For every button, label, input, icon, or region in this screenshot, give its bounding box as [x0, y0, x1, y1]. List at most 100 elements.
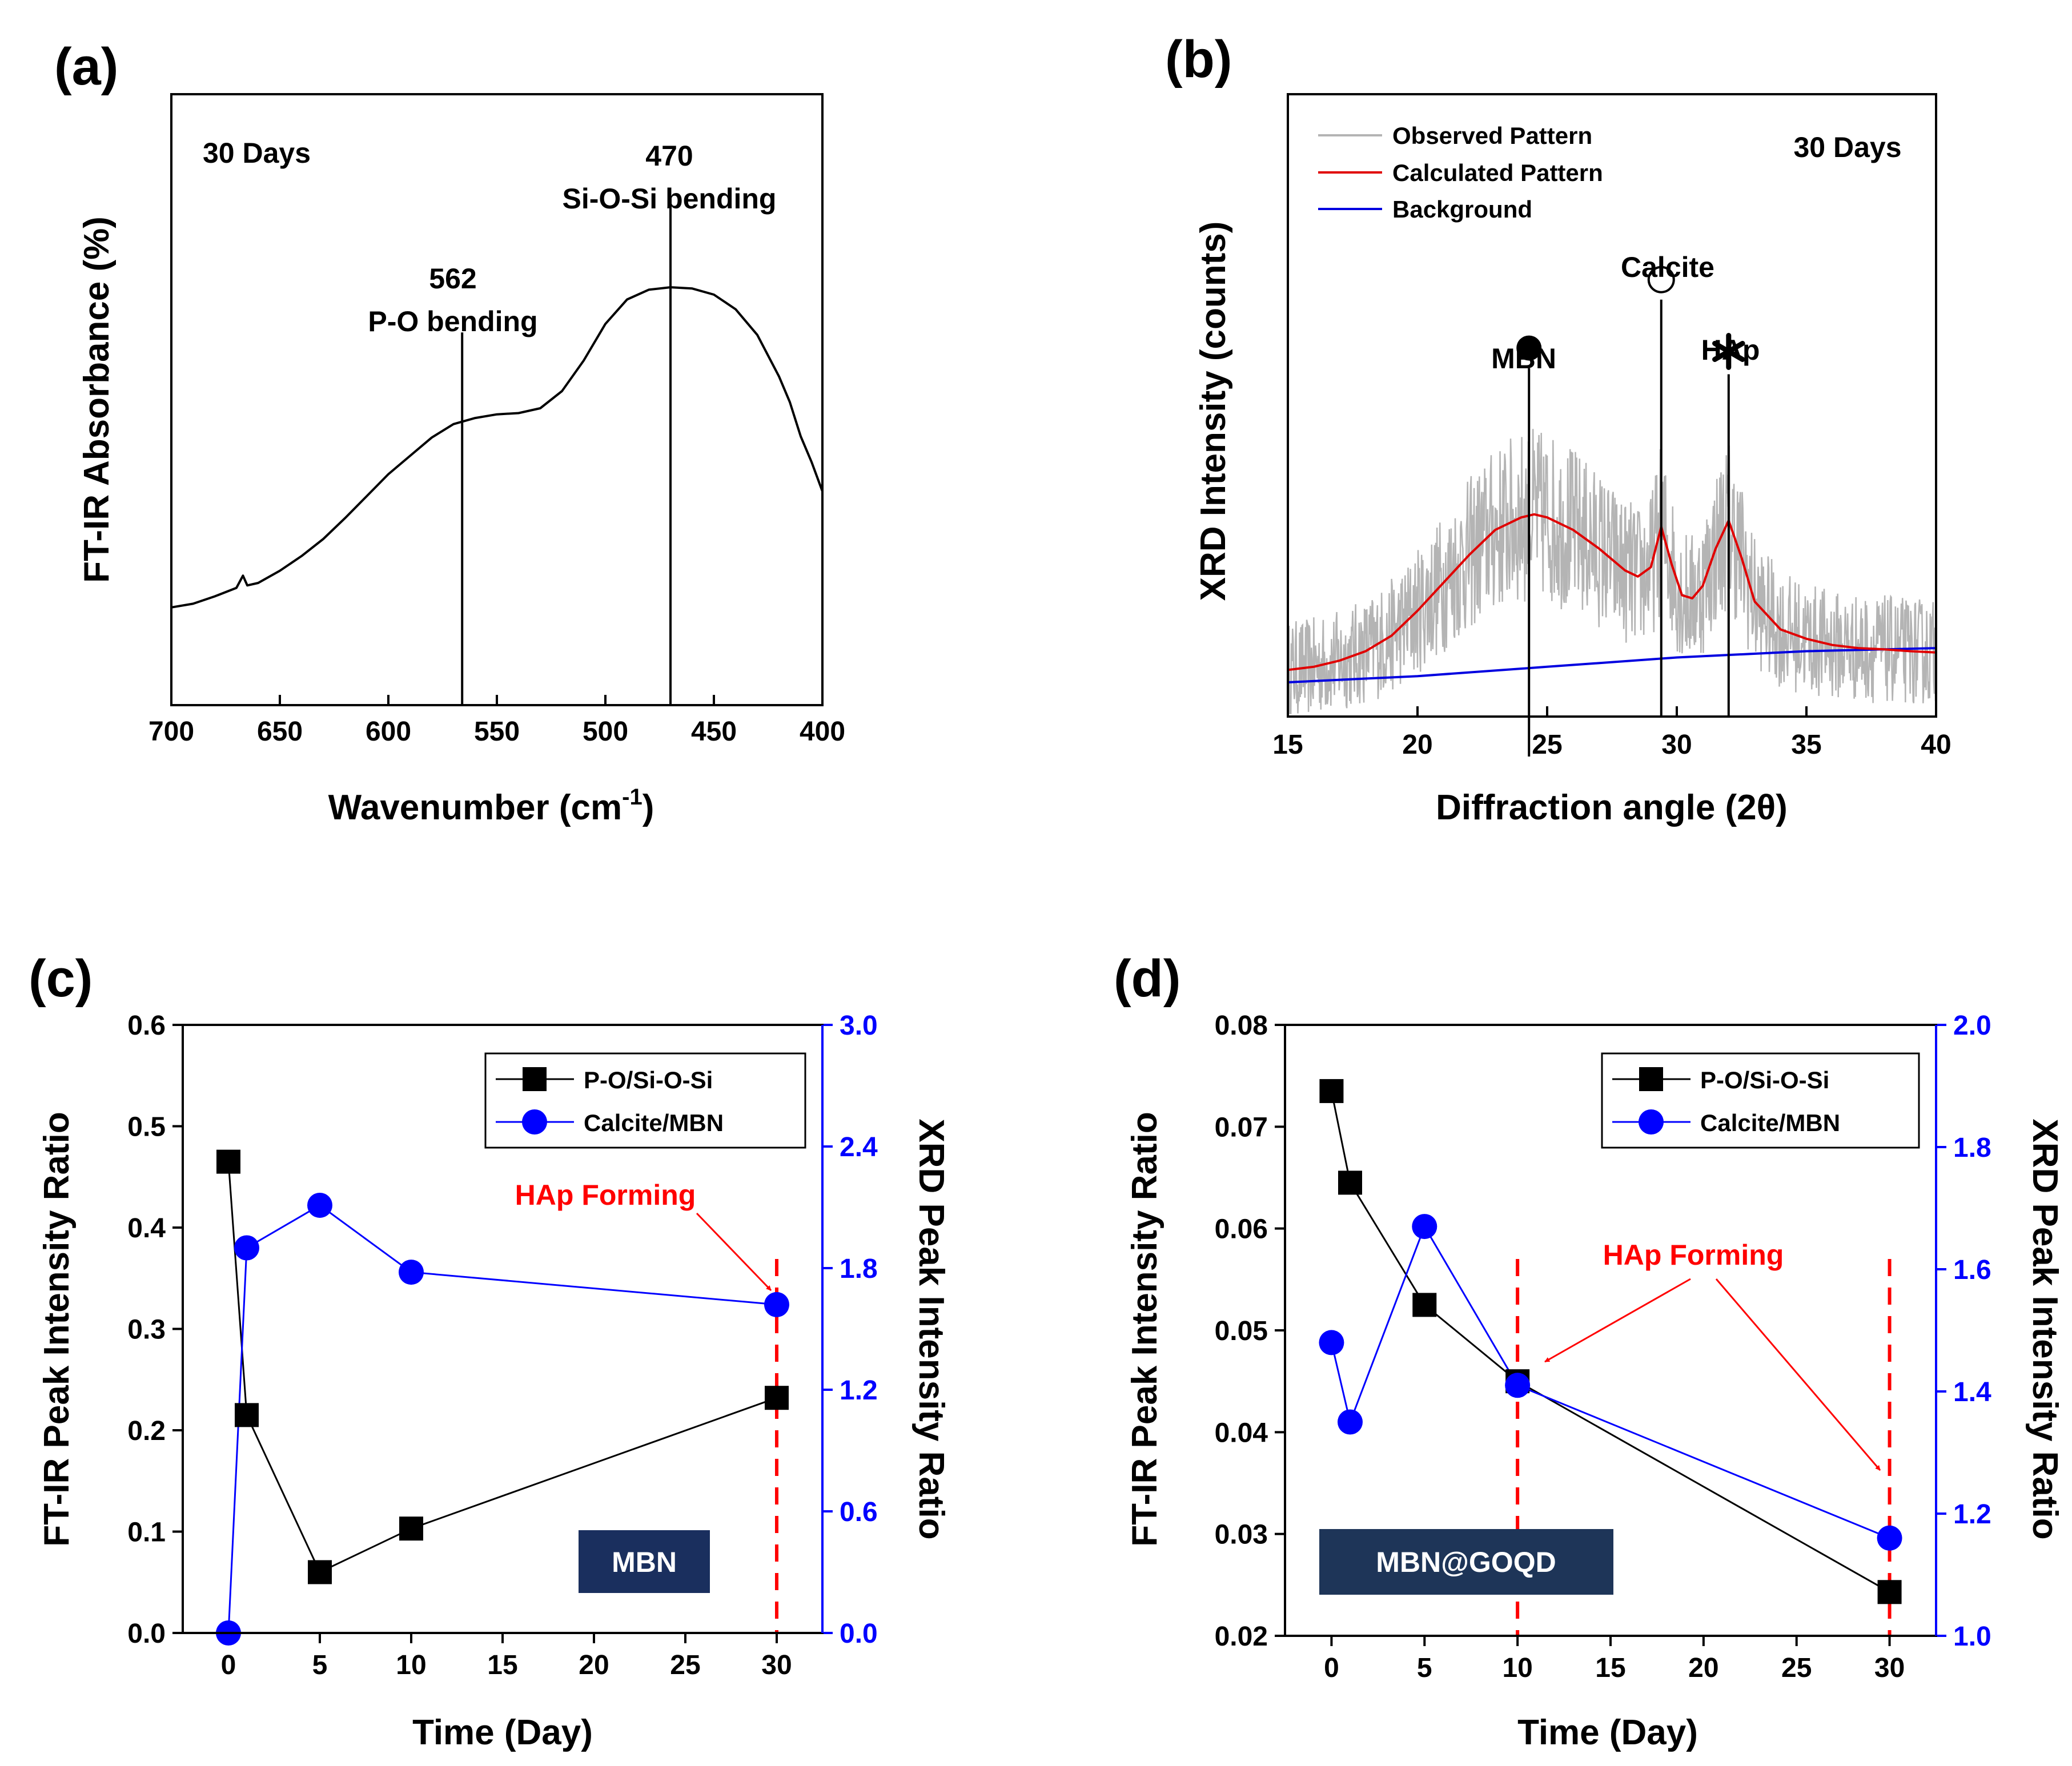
- panel-c-y-axis-title: FT-IR Peak Intensity Ratio: [37, 1112, 77, 1546]
- panel-c-y2-tick-label-1.8: 1.8: [840, 1254, 878, 1284]
- panel-d: (d) 0 5 10 15 20 25 30 0.02 0.03 0.04 0.05 0.06 0.07…: [1114, 950, 2065, 1752]
- panel-c-y2-tick-label-3.0: 3.0: [840, 1011, 878, 1041]
- panel-a-spectrum-line: [171, 286, 824, 609]
- panel-d-xrd-point-day-1: [1338, 1409, 1363, 1435]
- panel-c-xrd-point-day-10: [399, 1260, 424, 1285]
- panel-b-plot-area: [1287, 265, 1937, 757]
- panel-a: (a) 700 650 600 550 500 450 400 30 Days 470 Si…: [54, 38, 845, 827]
- panel-a-x-tick-label-400: 400: [800, 717, 845, 747]
- panel-b-legend-observed: Observed Pattern: [1392, 122, 1592, 149]
- panel-c-hap-forming: HAp Forming: [515, 1179, 696, 1211]
- panel-c-x-tick-label-25: 25: [670, 1650, 700, 1680]
- panel-c-hap-arrow: [696, 1212, 772, 1292]
- panel-d-ftir-line: [1330, 1091, 1890, 1593]
- panel-c-x-axis-title: Time (Day): [412, 1713, 593, 1752]
- panel-c-y-tick-label-0.1: 0.1: [127, 1518, 166, 1548]
- panel-a-frame: [170, 93, 824, 706]
- panel-d-x-tick-label-0: 0: [1324, 1653, 1339, 1683]
- panel-c-y2-tick-label-2.4: 2.4: [840, 1132, 878, 1162]
- panel-d-legend-circle-marker: [1639, 1109, 1664, 1135]
- panel-d-y-tick-label-0.08: 0.08: [1215, 1011, 1268, 1041]
- panel-c-legend-square-marker: [523, 1067, 547, 1091]
- panel-b-x-tick-label-20: 20: [1402, 730, 1432, 760]
- panel-c-y-tick-label-0.6: 0.6: [127, 1011, 166, 1041]
- panel-d-hap-forming: HAp Forming: [1603, 1239, 1784, 1271]
- panel-d-ftir-point-day-1: [1338, 1170, 1362, 1195]
- panel-c-y-tick-label-0.0: 0.0: [127, 1619, 166, 1649]
- panel-d-hap-arrow-30: [1715, 1278, 1881, 1471]
- panel-b-calculated-line: [1287, 513, 1937, 671]
- panel-d-xrd-point-day-5: [1412, 1214, 1437, 1240]
- panel-a-x-tick-label-700: 700: [148, 717, 194, 747]
- panel-b-frame: [1287, 93, 1937, 718]
- panel-c-y-tick-label-0.5: 0.5: [127, 1112, 166, 1143]
- panel-c-right-axis-title: XRD Peak Intensity Ratio: [911, 1119, 951, 1539]
- panel-a-y-axis-title: FT-IR Absorbance (%): [77, 216, 117, 583]
- panel-c: (c) 0 5 10 15 20 25 30 0.0 0.1 0.2 0.3 0.4 0.5 0.6 0.0…: [29, 950, 951, 1752]
- panel-c-y-tick-label-0.2: 0.2: [127, 1416, 166, 1446]
- panel-c-legend-xrd: Calcite/MBN: [584, 1109, 724, 1136]
- panel-c-x-tick-label-10: 10: [396, 1650, 426, 1680]
- panel-c-legend-circle-marker: [522, 1109, 547, 1135]
- panel-a-x-tick-label-450: 450: [691, 717, 737, 747]
- panel-b-background-line: [1287, 647, 1937, 683]
- panel-d-right-axis-title: XRD Peak Intensity Ratio: [2025, 1119, 2065, 1539]
- panel-c-y2-tick-label-0.6: 0.6: [840, 1497, 878, 1527]
- panel-d-y-tick-label-0.04: 0.04: [1215, 1418, 1268, 1448]
- panel-b-x-axis-title: Diffraction angle (2θ): [1436, 788, 1788, 827]
- panel-d-legend-ftir: P-O/Si-O-Si: [1700, 1067, 1829, 1093]
- panel-a-peak-470-number: 470: [645, 140, 693, 172]
- panel-a-peak-562-label: P-O bending: [368, 305, 537, 337]
- panel-b-legend-background: Background: [1392, 196, 1532, 223]
- panel-d-y-tick-label-0.06: 0.06: [1215, 1214, 1268, 1245]
- panel-c-x-tick-label-15: 15: [487, 1650, 517, 1680]
- panel-d-y2-tick-label-1.2: 1.2: [1953, 1499, 1991, 1530]
- panel-c-ticks: 0 5 10 15 20 25 30 0.0 0.1 0.2 0.3 0.4 0.5 0.6 0.0 0.6 1…: [127, 1011, 878, 1680]
- panel-d-x-tick-label-5: 5: [1417, 1653, 1432, 1683]
- panel-d-ftir-point-day-5: [1412, 1293, 1437, 1317]
- panel-b-x-tick-label-25: 25: [1532, 730, 1562, 760]
- panel-c-sample-box: [579, 1530, 710, 1593]
- panel-c-y-tick-label-0.4: 0.4: [127, 1213, 166, 1244]
- panel-b-hap-label: HAp: [1701, 334, 1760, 366]
- panel-d-x-tick-label-30: 30: [1874, 1653, 1905, 1683]
- panel-d-legend-xrd: Calcite/MBN: [1700, 1109, 1840, 1136]
- panel-b-hap-asterisk-stroke-2: [1712, 341, 1745, 362]
- panel-c-y-tick-label-0.3: 0.3: [127, 1315, 166, 1345]
- panel-d-y2-tick-label-1.8: 1.8: [1953, 1133, 1991, 1163]
- panel-c-ftir-line: [227, 1161, 777, 1574]
- panel-a-x-tick-label-600: 600: [366, 717, 411, 747]
- panel-d-ftir-point-day-0: [1319, 1079, 1344, 1103]
- panel-d-xrd-point-day-0: [1319, 1330, 1344, 1355]
- panel-c-ftir-point-day-30: [765, 1386, 789, 1410]
- panel-b-legend-calculated: Calculated Pattern: [1392, 159, 1603, 186]
- panel-d-ticks: 0 5 10 15 20 25 30 0.02 0.03 0.04 0.05 0.06 0.07 0.08…: [1215, 1011, 1991, 1683]
- panel-c-x-tick-label-20: 20: [579, 1650, 609, 1680]
- panel-c-xrd-point-day-1: [234, 1235, 259, 1261]
- panel-b-observed-pattern: [1287, 429, 1937, 714]
- panel-a-label: (a): [54, 38, 118, 96]
- panel-d-x-tick-label-10: 10: [1502, 1653, 1532, 1683]
- panel-a-x-tick-label-550: 550: [474, 717, 520, 747]
- panel-b-mbn-marker: [1516, 335, 1542, 361]
- panel-b-x-tick-label-15: 15: [1272, 730, 1303, 760]
- panel-b-x-tick-label-40: 40: [1921, 730, 1951, 760]
- panel-d-hap-arrow-10: [1544, 1278, 1691, 1363]
- panel-a-x-tick-label-500: 500: [583, 717, 628, 747]
- panel-d-y-tick-label-0.05: 0.05: [1215, 1316, 1268, 1346]
- panel-d-xrd-line: [1330, 1224, 1890, 1539]
- panel-c-x-tick-label-30: 30: [761, 1650, 792, 1680]
- panel-b-label: (b): [1165, 30, 1232, 88]
- panel-b-x-ticks: 15 20 25 30 35 40: [1272, 706, 1951, 760]
- panel-b-mbn-label: MBN: [1491, 343, 1556, 375]
- panel-b-x-tick-label-30: 30: [1661, 730, 1692, 760]
- panel-b-corner-label: 30 Days: [1793, 131, 1901, 163]
- panel-d-x-tick-label-20: 20: [1688, 1653, 1718, 1683]
- panel-a-plot-area: [171, 198, 824, 705]
- panel-c-x-tick-label-5: 5: [312, 1650, 328, 1680]
- panel-d-y-tick-label-0.03: 0.03: [1215, 1520, 1268, 1550]
- panel-b-hap-marker: [1712, 333, 1745, 370]
- panel-d-y2-tick-label-2.0: 2.0: [1953, 1011, 1991, 1041]
- panel-c-y2-tick-label-1.2: 1.2: [840, 1375, 878, 1406]
- panel-d-x-tick-label-15: 15: [1595, 1653, 1625, 1683]
